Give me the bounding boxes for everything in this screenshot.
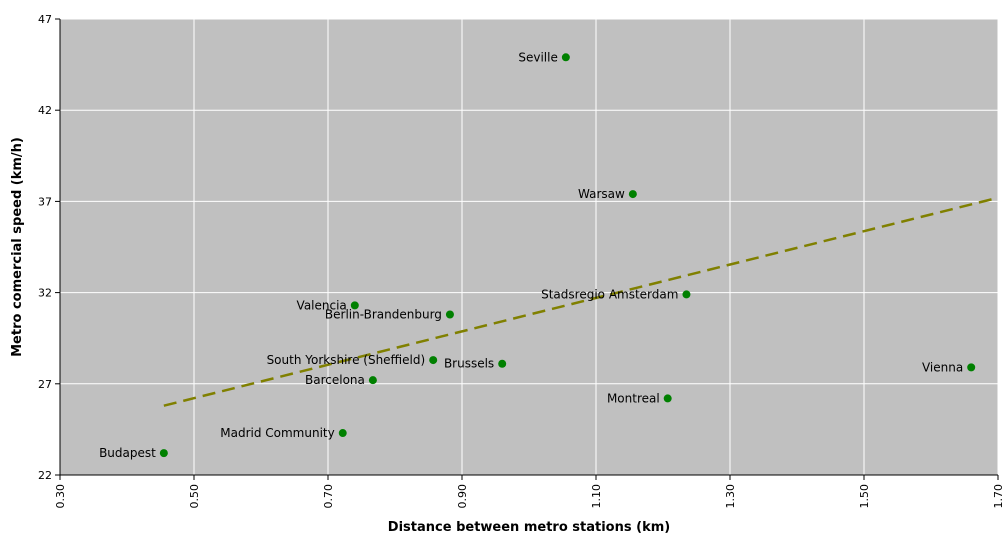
data-points: Seville Warsaw Stadsregio Amsterdam Valenci…: [99, 50, 976, 460]
data-point: [445, 310, 454, 319]
data-point: [561, 53, 570, 62]
data-point-label: Berlin-Brandenburg: [325, 307, 442, 321]
x-tick-label: 1.10: [590, 484, 603, 509]
x-tick-label: 0.90: [456, 484, 469, 509]
x-tick-label: 0.50: [188, 484, 201, 509]
data-point-label: Budapest: [99, 446, 156, 460]
plot-area: [60, 19, 998, 475]
data-point: [663, 394, 672, 403]
data-point-label: Stadsregio Amsterdam: [541, 287, 678, 301]
data-point: [159, 449, 168, 458]
trendline-layer: [163, 196, 999, 407]
y-tick-label: 27: [38, 378, 52, 391]
y-tick-label: 37: [38, 195, 52, 208]
y-tick-label: 42: [38, 104, 52, 117]
data-point-label: Brussels: [444, 357, 494, 371]
data-point-label: Warsaw: [578, 187, 625, 201]
data-point: [350, 301, 359, 310]
data-point-label: Seville: [518, 50, 558, 64]
x-tick-label: 0.70: [322, 484, 335, 509]
y-axis-title: Metro comercial speed (km/h): [10, 137, 25, 357]
data-point-label: Barcelona: [305, 373, 365, 387]
grid-lines: [59, 18, 999, 476]
data-point-label: Vienna: [922, 360, 963, 374]
data-point: [368, 376, 377, 385]
data-point: [498, 359, 507, 368]
y-tick-label: 47: [38, 13, 52, 26]
y-tick-label: 32: [38, 287, 52, 300]
data-point-label: Valencia: [297, 298, 347, 312]
data-point: [967, 363, 976, 372]
data-point-label: Montreal: [607, 391, 660, 405]
data-point: [682, 290, 691, 299]
trendline: [163, 196, 999, 407]
x-axis-title: Distance between metro stations (km): [388, 520, 670, 535]
x-tick-label: 0.30: [54, 484, 67, 509]
data-point-label: Madrid Community: [220, 426, 334, 440]
axes: 0.30 0.50 0.70 0.90 1.10 1.30 1.50 1.70 22 27 32 37…: [38, 13, 1002, 509]
data-point: [628, 190, 637, 199]
data-point: [429, 356, 438, 365]
y-tick-label: 22: [38, 469, 52, 482]
x-tick-label: 1.70: [992, 484, 1002, 509]
x-tick-label: 1.50: [858, 484, 871, 509]
data-point-label: South Yorkshire (Sheffield): [267, 353, 426, 367]
data-point: [338, 429, 347, 438]
x-tick-label: 1.30: [724, 484, 737, 509]
